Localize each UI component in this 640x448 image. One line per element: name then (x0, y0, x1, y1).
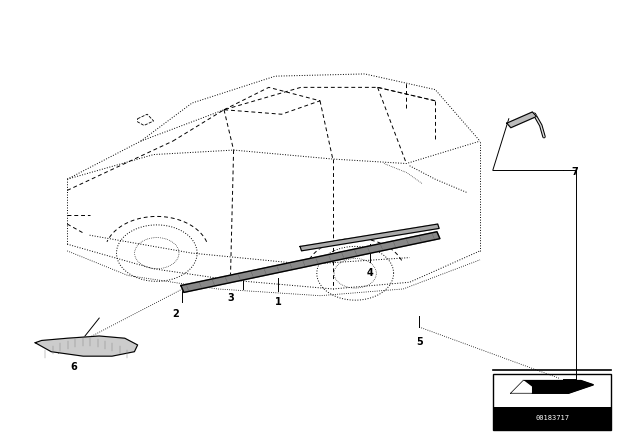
Polygon shape (507, 112, 536, 128)
Bar (493, 374, 611, 430)
Polygon shape (181, 232, 440, 293)
Text: 3: 3 (227, 293, 234, 303)
Text: 4: 4 (367, 268, 373, 278)
Text: 7: 7 (571, 168, 578, 177)
Text: 2: 2 (172, 309, 179, 319)
Text: 1: 1 (275, 297, 282, 306)
Polygon shape (300, 224, 439, 251)
Bar (493, 407, 611, 430)
Text: 6: 6 (70, 362, 77, 372)
Text: 5: 5 (416, 337, 422, 347)
Polygon shape (511, 381, 593, 393)
Text: 00183717: 00183717 (535, 415, 569, 421)
Polygon shape (35, 336, 138, 356)
Polygon shape (511, 381, 531, 393)
